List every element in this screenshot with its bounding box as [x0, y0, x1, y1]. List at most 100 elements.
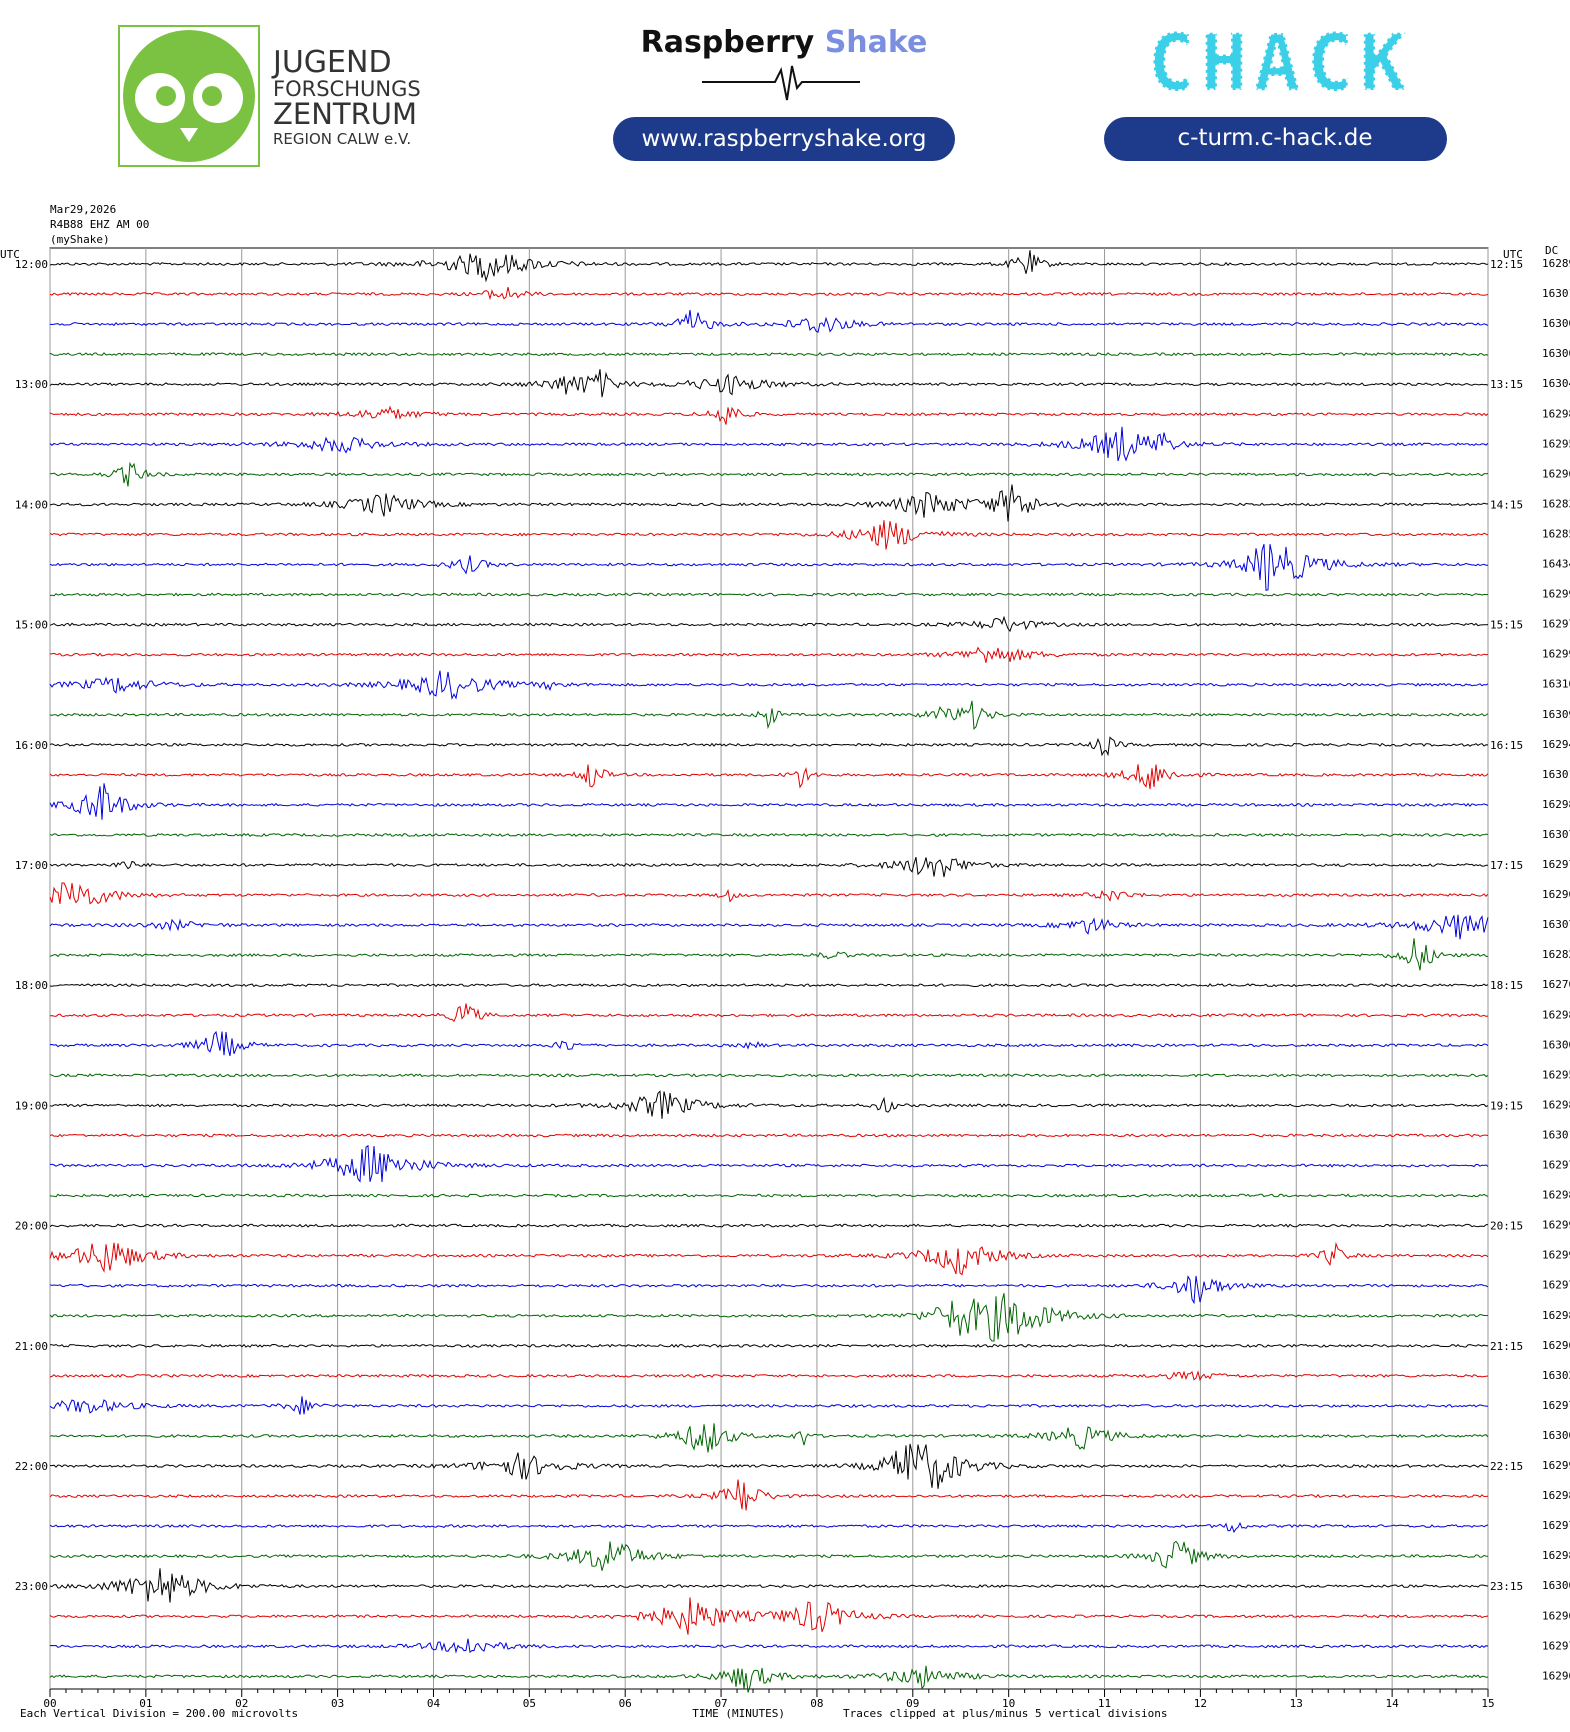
dc-value: 16285	[1542, 527, 1570, 540]
trace	[49, 1568, 1489, 1603]
trace	[49, 543, 1489, 591]
dc-value: 16296	[1542, 1669, 1570, 1682]
right-label: 12:15	[1490, 258, 1523, 271]
dc-value: 16307	[1542, 828, 1570, 841]
dc-value: 16298	[1542, 1309, 1570, 1322]
dc-value: 16289	[1542, 257, 1570, 270]
right-label: 19:15	[1490, 1099, 1523, 1112]
minute-label: 06	[619, 1697, 632, 1710]
trace	[49, 764, 1489, 790]
trace	[49, 426, 1489, 462]
minute-label: 09	[906, 1697, 919, 1710]
dc-value: 16283	[1542, 497, 1570, 510]
dc-value: 16302	[1542, 1369, 1570, 1382]
trace	[49, 983, 1489, 988]
dc-value: 16299	[1542, 648, 1570, 661]
dc-value: 16295	[1542, 437, 1570, 450]
minute-label: 14	[1386, 1697, 1400, 1710]
trace	[49, 1241, 1489, 1276]
plot-frame	[49, 247, 1489, 1690]
right-label: 21:15	[1490, 1340, 1523, 1353]
right-label: 18:15	[1490, 979, 1523, 992]
dc-value: 16298	[1542, 1549, 1570, 1562]
minute-label: 02	[235, 1697, 248, 1710]
dc-value: 16282	[1542, 948, 1570, 961]
hour-label: 14:00	[15, 498, 48, 511]
dc-value: 16299	[1542, 1249, 1570, 1262]
jfz-line: REGION CALW e.V.	[273, 130, 411, 148]
dc-value: 16298	[1542, 1008, 1570, 1021]
hour-label: 19:00	[15, 1099, 48, 1112]
rs-wave	[702, 65, 860, 101]
trace	[49, 882, 1489, 905]
trace	[49, 615, 1489, 633]
date: Mar29,2026	[50, 203, 116, 216]
trace	[49, 286, 1489, 301]
trace	[49, 914, 1489, 940]
dc-value: 16297	[1542, 1519, 1570, 1532]
trace	[49, 783, 1489, 820]
right-label: 13:15	[1490, 378, 1523, 391]
dc-title: DC	[1545, 244, 1558, 257]
right-label: 20:15	[1490, 1220, 1523, 1233]
trace	[50, 1144, 1489, 1183]
dc-value: 16270	[1542, 978, 1570, 991]
utc-left: UTC	[0, 248, 20, 261]
hour-label: 20:00	[15, 1220, 48, 1233]
dc-value: 16316	[1542, 678, 1570, 691]
dc-value: 16290	[1542, 888, 1570, 901]
utc-right: UTC	[1503, 248, 1523, 261]
rs-title: Raspberry Shake	[641, 25, 928, 60]
minute-label: 01	[139, 1697, 152, 1710]
hour-label: 15:00	[15, 619, 48, 632]
minute-label: 10	[1002, 1697, 1015, 1710]
hour-label: 16:00	[15, 739, 48, 752]
dc-value: 16298	[1542, 1098, 1570, 1111]
trace	[49, 1003, 1489, 1023]
trace	[49, 700, 1489, 730]
dc-value: 16297	[1542, 1279, 1570, 1292]
dc-value: 16297	[1542, 1639, 1570, 1652]
trace	[49, 1223, 1489, 1228]
minute-label: 04	[427, 1697, 441, 1710]
trace	[49, 1275, 1489, 1305]
trace	[49, 670, 1489, 700]
trace	[49, 1638, 1489, 1654]
trace	[49, 520, 1489, 550]
jfz-line: JUGEND	[271, 45, 392, 80]
chack-url: c-turm.c-hack.de	[1178, 125, 1373, 151]
trace	[49, 1443, 1489, 1489]
hour-label: 13:00	[15, 378, 48, 391]
trace	[49, 1665, 1489, 1693]
minute-label: 08	[810, 1697, 823, 1710]
dc-value: 16299	[1542, 1459, 1570, 1472]
dc-value: 16297	[1542, 858, 1570, 871]
trace	[49, 1479, 1489, 1511]
minute-label: 11	[1098, 1697, 1111, 1710]
dc-value: 16297	[1542, 618, 1570, 631]
trace	[49, 250, 1488, 283]
dc-value: 16307	[1542, 918, 1570, 931]
hour-label: 17:00	[15, 859, 48, 872]
dc-value: 16297	[1542, 1159, 1570, 1172]
trace	[49, 405, 1489, 425]
right-label: 14:15	[1490, 498, 1523, 511]
clip-note: Traces clipped at plus/minus 5 vertical …	[843, 1707, 1168, 1720]
trace	[49, 1521, 1489, 1534]
trace	[49, 938, 1488, 971]
jfz-text: JUGEND FORSCHUNGS ZENTRUM REGION CALW e.…	[271, 45, 421, 148]
dc-value: 16298	[1542, 1189, 1570, 1202]
dc-value: 16299	[1542, 588, 1570, 601]
trace	[49, 1396, 1489, 1415]
trace	[49, 832, 1489, 837]
trace	[49, 1423, 1489, 1453]
dc-value: 16297	[1542, 1399, 1570, 1412]
right-label: 22:15	[1490, 1460, 1523, 1473]
minute-label: 03	[331, 1697, 344, 1710]
dc-value: 16298	[1542, 407, 1570, 420]
hour-label: 18:00	[15, 979, 48, 992]
dc-value: 16298	[1542, 798, 1570, 811]
rs-title-a: Raspberry	[641, 25, 815, 60]
